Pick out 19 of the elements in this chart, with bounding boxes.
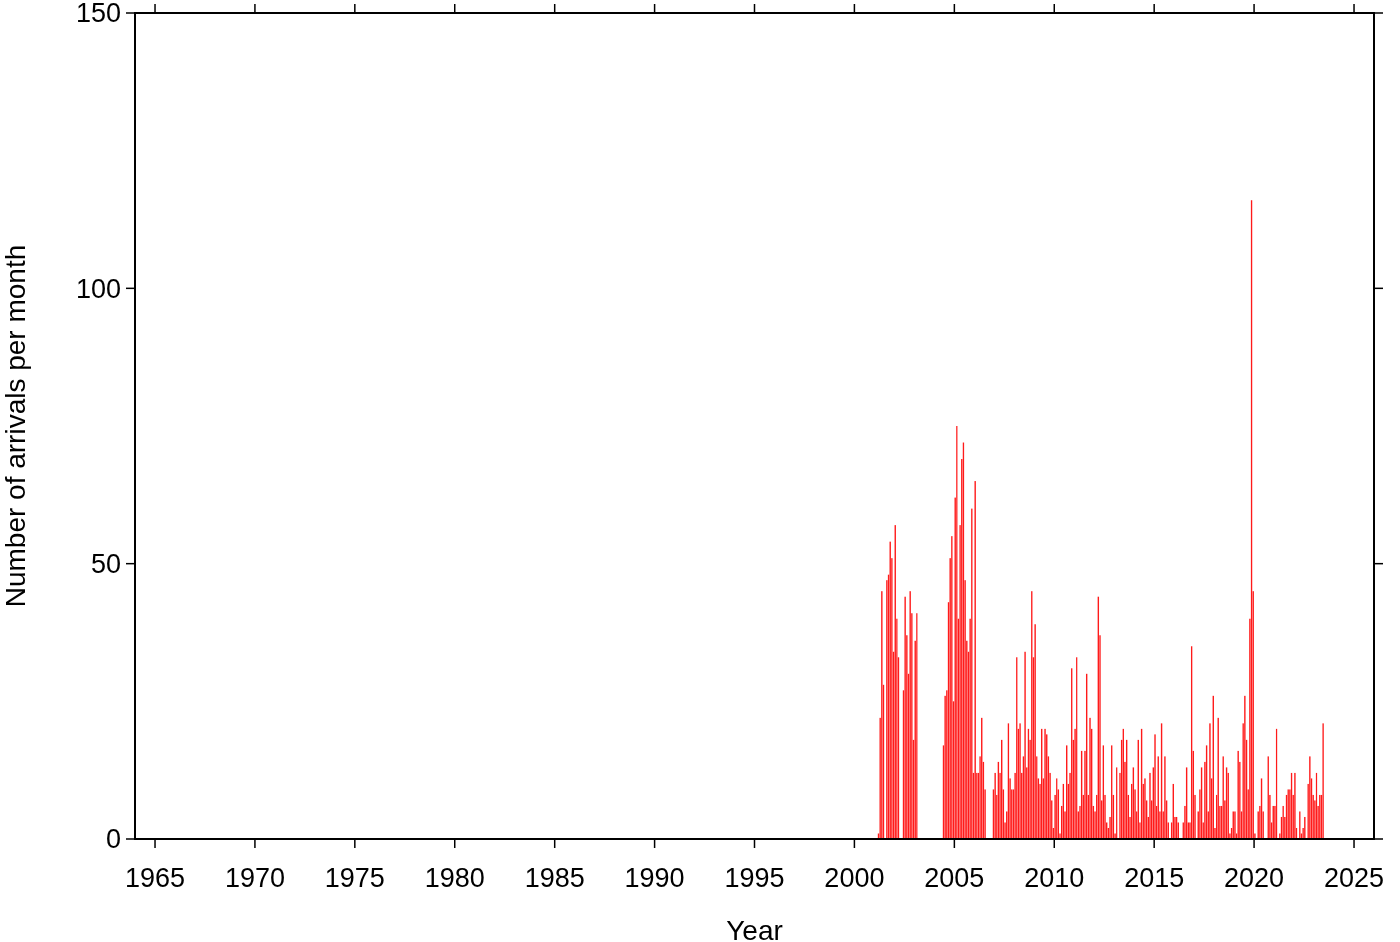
x-tick-label: 2020 (1224, 863, 1285, 893)
x-tick-label: 1980 (424, 863, 485, 893)
y-tick-label: 50 (90, 549, 121, 580)
y-tick-label: 100 (75, 273, 121, 304)
x-tick-label: 2000 (824, 863, 885, 893)
x-tick-label: 1965 (124, 863, 186, 893)
y-axis-title: Number of arrivals per month (0, 244, 31, 608)
y-tick-label: 0 (105, 824, 121, 855)
x-tick-label: 2025 (1323, 863, 1385, 893)
x-tick-label: 2015 (1124, 863, 1185, 893)
x-tick-label: 1985 (524, 863, 585, 893)
x-tick-label: 1970 (224, 863, 285, 893)
x-tick-label: 1995 (724, 863, 785, 893)
x-tick-label: 2005 (924, 863, 985, 893)
x-axis-title: Year (726, 915, 783, 942)
x-tick-label: 2010 (1024, 863, 1085, 893)
x-tick-label: 1975 (324, 863, 385, 893)
x-tick-label: 1990 (624, 863, 685, 893)
y-tick-label: 150 (75, 0, 121, 29)
